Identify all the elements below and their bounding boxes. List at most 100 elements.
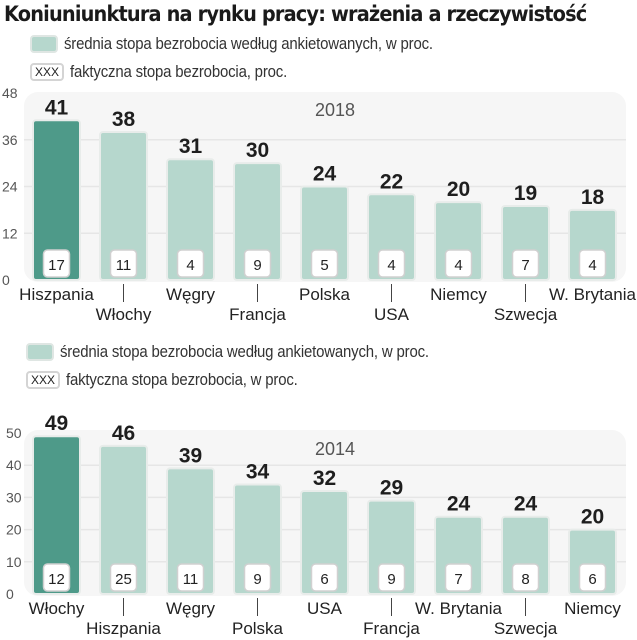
y-tick-label: 30 [6,489,22,505]
chart-year-label: 2018 [315,100,355,120]
x-tick-label: Niemcy [430,285,487,304]
legend-swatch-actual: XXX [26,371,61,389]
bar-value-label: 34 [246,461,270,484]
actual-rate-label: 9 [253,257,261,274]
legend-label-survey: średnia stopa bezrobocia według ankietow… [60,342,429,361]
actual-rate-box [176,563,205,592]
legend-item-actual-2014: XXX faktyczna stopa bezrobocia, w proc. [26,370,329,390]
legend-label-survey: średnia stopa bezrobocia według ankietow… [64,34,433,53]
actual-rate-box [109,249,138,278]
actual-rate-box [444,249,473,278]
actual-rate-box [444,563,473,592]
actual-rate-box [42,563,71,592]
bar-value-label: 29 [380,477,403,500]
actual-rate-label: 7 [454,571,462,588]
actual-rate-label: 25 [115,571,132,588]
bar-value-label: 38 [112,108,136,131]
bar [99,130,148,281]
bar-value-label: 22 [380,170,403,193]
x-tick-label: Niemcy [564,599,621,618]
bar-value-label: 41 [45,96,69,119]
y-tick-label: 50 [6,425,22,441]
actual-rate-box [109,563,138,592]
x-tick-label: Polska [299,285,351,304]
x-tick-label: Szwecja [494,305,558,324]
y-tick-label: 0 [6,586,14,602]
y-tick-label: 0 [2,272,10,288]
actual-rate-label: 4 [454,257,462,274]
actual-rate-box [310,249,339,278]
actual-rate-box [578,563,607,592]
bar [32,435,81,595]
bar-value-label: 19 [514,182,537,205]
bar-value-label: 24 [514,493,538,516]
actual-rate-box [578,249,607,278]
bar-value-label: 24 [313,163,337,186]
legend-label-actual: faktyczna stopa bezrobocia, w proc. [66,370,298,389]
y-tick-label: 48 [2,85,18,101]
actual-rate-label: 12 [48,571,65,588]
x-tick-label: W. Brytania [549,285,636,304]
actual-rate-box [243,249,272,278]
actual-rate-label: 17 [48,257,65,274]
x-tick-label: Włochy [29,599,85,618]
actual-rate-label: 4 [588,257,596,274]
chart-year-label: 2014 [315,439,355,459]
actual-rate-box [377,563,406,592]
legend-swatch-survey [30,35,58,53]
bar [166,158,215,282]
actual-rate-box [176,249,205,278]
actual-rate-label: 6 [588,571,596,588]
actual-rate-label: 8 [521,571,529,588]
actual-rate-label: 4 [186,257,194,274]
y-tick-label: 40 [6,457,22,473]
bar [32,119,81,282]
x-tick-label: Polska [232,619,284,638]
legend-item-survey-2018: średnia stopa bezrobocia według ankietow… [30,34,483,54]
x-tick-label: Hiszpania [86,619,161,638]
chart-2018: 01224364820184117Hiszpania3811Włochy314W… [2,85,637,324]
actual-rate-label: 7 [521,257,529,274]
bar-value-label: 39 [179,444,202,467]
actual-rate-box [511,249,540,278]
legend-item-actual-2018: XXX faktyczna stopa bezrobocia, proc. [30,62,317,82]
x-tick-label: Węgry [166,285,216,304]
y-tick-label: 20 [6,522,22,538]
actual-rate-box [377,249,406,278]
actual-rate-box [511,563,540,592]
x-tick-label: Węgry [166,599,216,618]
bar-value-label: 49 [45,412,68,435]
actual-rate-label: 11 [183,571,199,588]
bar [99,444,148,595]
y-tick-label: 10 [6,554,22,570]
bar [166,467,215,596]
x-tick-label: Hiszpania [19,285,94,304]
legend-swatch-actual: XXX [30,63,65,81]
bar-value-label: 18 [581,186,605,209]
bar-value-label: 30 [246,139,269,162]
actual-rate-label: 9 [253,571,261,588]
bar-value-label: 31 [179,135,203,158]
x-tick-label: USA [307,599,343,618]
bar-value-label: 32 [313,467,336,490]
legend-label-actual: faktyczna stopa bezrobocia, proc. [70,62,288,81]
bar-value-label: 20 [581,506,604,529]
bar-value-label: 20 [447,178,470,201]
actual-rate-label: 11 [116,257,132,274]
x-tick-label: W. Brytania [415,599,502,618]
actual-rate-box [42,249,71,278]
y-tick-label: 24 [2,179,18,195]
page-title: Koniuniunktura na rynku pracy: wrażenia … [4,2,587,26]
x-tick-label: USA [374,305,410,324]
actual-rate-label: 9 [387,571,395,588]
x-tick-label: Włochy [96,305,152,324]
y-tick-label: 36 [2,132,18,148]
actual-rate-label: 5 [320,257,328,274]
x-tick-label: Francja [229,305,286,324]
legend-item-survey-2014: średnia stopa bezrobocia według ankietow… [26,342,479,362]
x-tick-label: Szwecja [494,619,558,638]
actual-rate-box [310,563,339,592]
bar-value-label: 46 [112,422,135,445]
bar-value-label: 24 [447,493,471,516]
